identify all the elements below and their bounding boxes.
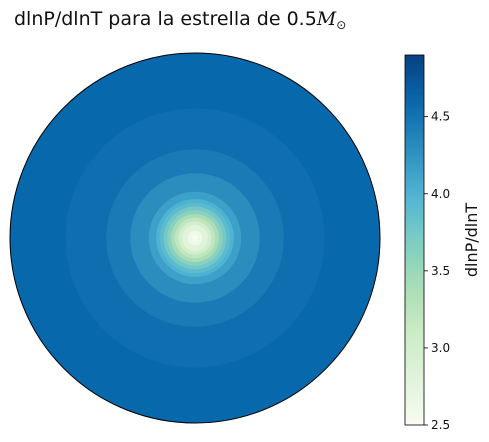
- colorbar: [404, 54, 425, 426]
- colorbar-tick-label-0: 2.5: [431, 418, 450, 432]
- msun-subscript: ⊙: [336, 18, 347, 32]
- colorbar-tick-label-1: 3.0: [431, 341, 450, 355]
- title-text: dlnP/dlnT para la estrella de 0.5: [14, 8, 317, 30]
- polar-disc: [10, 53, 380, 423]
- colorbar-tick-label-3: 4.0: [431, 187, 450, 201]
- colorbar-label: dlnP/dlnT: [462, 203, 481, 278]
- colorbar-tick-label-2: 3.5: [431, 264, 450, 278]
- colorbar-tick-label-4: 4.5: [431, 110, 450, 124]
- msun-symbol: M: [316, 8, 337, 30]
- chart-title: dlnP/dlnT para la estrella de 0.5M⊙: [14, 8, 414, 32]
- polar-disc-outline: [9, 52, 381, 424]
- colorbar-ticks: 2.5 3.0 3.5 4.0 4.5: [424, 110, 450, 432]
- contour-level-0: [192, 235, 198, 241]
